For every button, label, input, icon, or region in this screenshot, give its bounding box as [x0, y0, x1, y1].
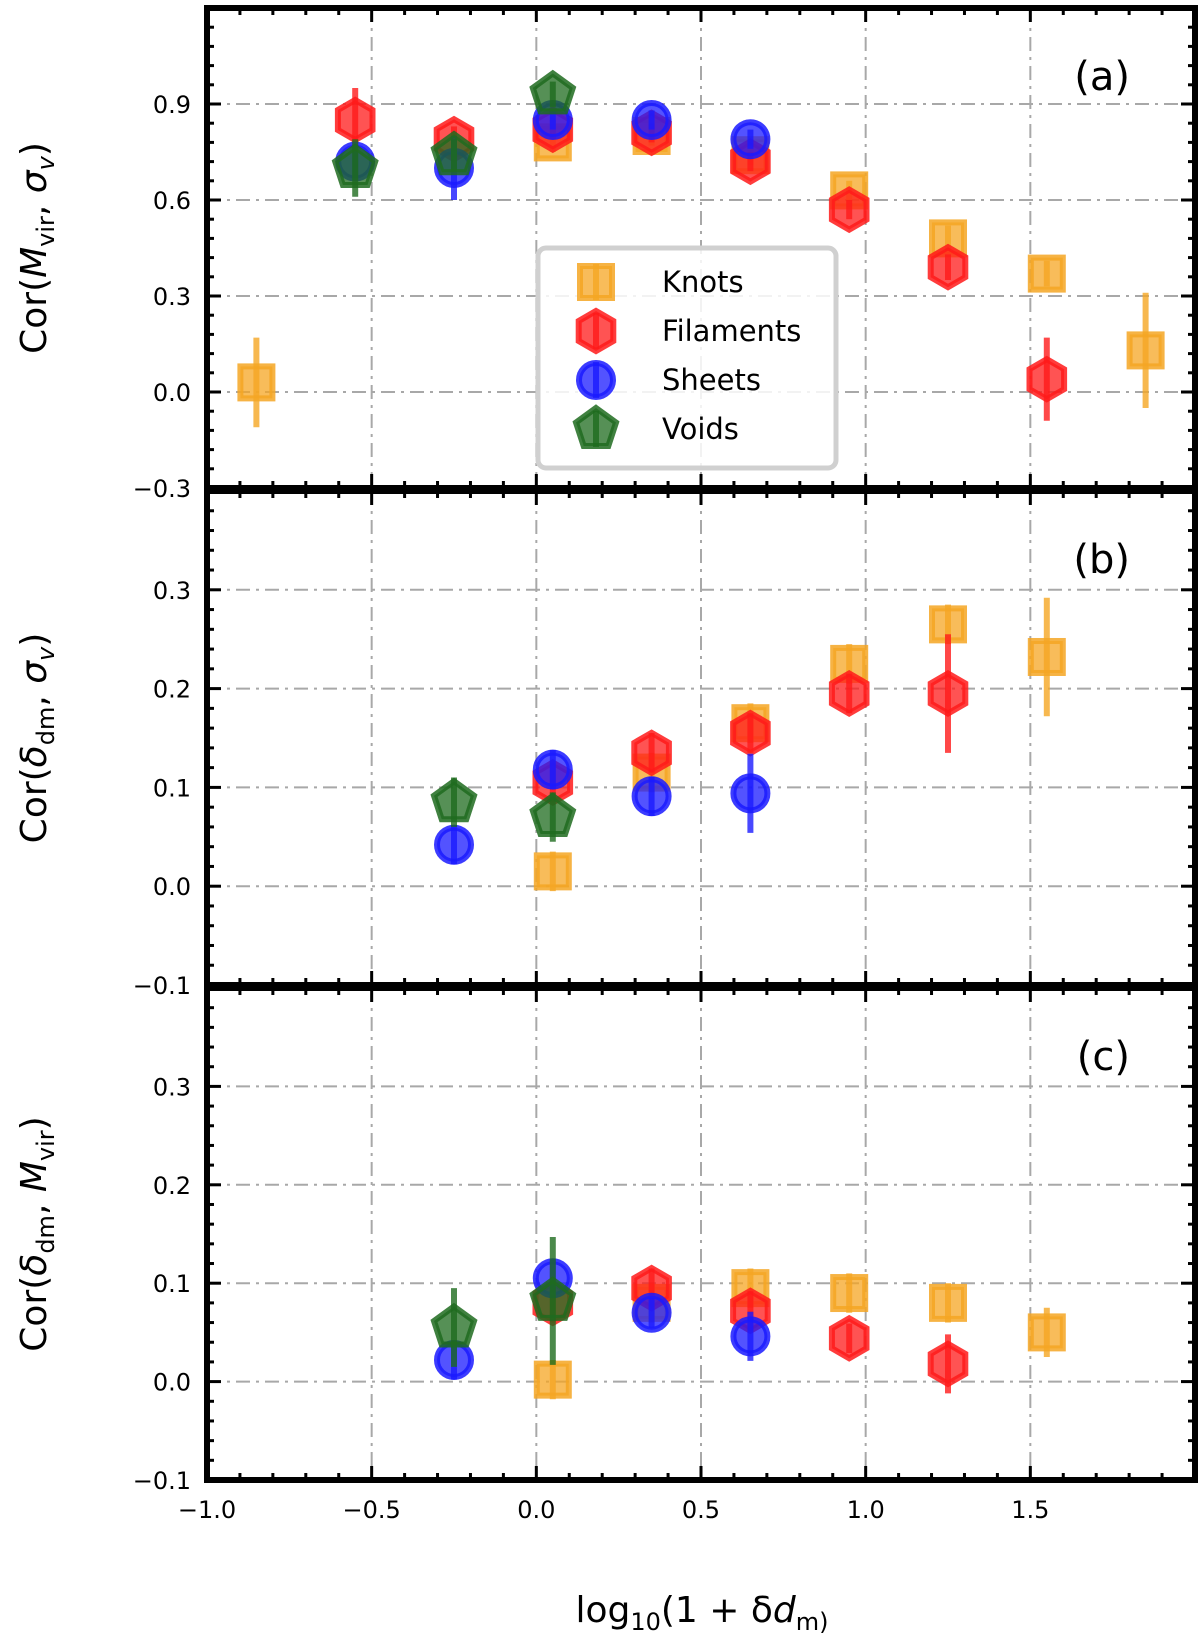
- legend-label: Sheets: [662, 363, 761, 397]
- data-point: [730, 119, 771, 160]
- panel-label-c: (c): [1077, 1034, 1130, 1080]
- legend-entry-sheets: Sheets: [576, 360, 761, 400]
- panel-a: −0.3 0.0 0.3 0.6 0.9 (a) Cor(Mvir, σv): [14, 5, 1198, 503]
- legend: Knots Filaments Sheets Voids: [535, 245, 839, 471]
- data-point: [331, 143, 379, 188]
- panel-label-b: (b): [1073, 537, 1130, 583]
- y-tick-label: 0.9: [153, 91, 191, 119]
- data-point: [1027, 254, 1066, 293]
- y-axis-label-b: Cor(δdm, σv): [14, 633, 60, 844]
- x-tick-label: −0.5: [343, 1496, 401, 1524]
- series-knots: [533, 1268, 1066, 1400]
- data-point: [730, 773, 771, 814]
- data-point: [631, 776, 672, 817]
- data-point: [828, 1314, 870, 1362]
- y-tick-label: 0.0: [153, 379, 191, 407]
- y-tick-label: −0.3: [133, 475, 191, 503]
- series-sheets: [434, 1258, 771, 1380]
- legend-label: Voids: [662, 412, 739, 446]
- x-axis-label: log10(1 + δdm): [575, 1590, 828, 1636]
- panel-label-a: (a): [1074, 54, 1130, 100]
- legend-label: Filaments: [662, 314, 801, 348]
- x-tick-label: 0.0: [517, 1496, 555, 1524]
- data-point: [631, 100, 672, 140]
- data-point: [529, 792, 577, 837]
- y-tick-label: 0.2: [153, 676, 191, 704]
- data-point: [334, 96, 376, 144]
- legend-entry-voids: Voids: [572, 404, 739, 449]
- data-point: [730, 709, 771, 757]
- data-point: [1027, 1313, 1066, 1352]
- y-tick-label: 0.2: [153, 1172, 191, 1200]
- y-tick-label: −0.1: [133, 1467, 191, 1495]
- data-point: [1027, 637, 1066, 676]
- y-tick-label: 0.0: [153, 1369, 191, 1397]
- data-point: [927, 670, 969, 717]
- data-point: [828, 670, 870, 717]
- x-tick-label: 0.5: [682, 1496, 720, 1524]
- panel-b: −0.1 0.0 0.1 0.2 0.3 (b) Cor(δdm, σv): [14, 488, 1198, 1000]
- data-point: [430, 1302, 478, 1348]
- y-axis-label-c: Cor(δdm, Mvir): [14, 1116, 60, 1351]
- y-tick-label: 0.1: [153, 774, 191, 802]
- series-voids: [430, 777, 577, 842]
- x-tick-label: −1.0: [178, 1496, 236, 1524]
- series-voids: [430, 1236, 577, 1367]
- series-sheets: [434, 749, 771, 865]
- data-point: [927, 243, 969, 291]
- panel-frame: [204, 985, 1198, 1483]
- data-point: [430, 130, 478, 176]
- series-knots: [533, 597, 1066, 892]
- y-tick-label: −0.1: [133, 972, 191, 1000]
- data-point: [532, 749, 573, 790]
- y-tick-label: 0.3: [153, 577, 191, 605]
- y-tick-label: 0.3: [153, 1073, 191, 1101]
- data-point: [730, 1316, 771, 1357]
- data-point: [830, 1274, 869, 1313]
- panel-c: −0.1 0.0 0.1 0.2 0.3 −1.0 −0.5 0.0 0.5 1.0 1.5 (c) C…: [14, 985, 1198, 1524]
- y-tick-label: 0.0: [153, 873, 191, 901]
- data-point: [434, 824, 474, 865]
- data-point: [533, 1360, 572, 1399]
- data-point: [631, 729, 672, 777]
- data-point: [529, 69, 577, 115]
- data-point: [430, 777, 478, 823]
- y-axis-label-a: Cor(Mvir, σv): [14, 142, 60, 354]
- data-point: [533, 852, 572, 891]
- data-point: [929, 1283, 967, 1322]
- x-tick-label: 1.5: [1011, 1496, 1049, 1524]
- legend-label: Knots: [662, 265, 744, 299]
- data-point: [1026, 355, 1068, 403]
- data-point: [237, 363, 276, 402]
- data-point: [631, 1292, 672, 1333]
- data-point: [828, 186, 870, 234]
- legend-box: [535, 245, 839, 471]
- panels-group: −0.3 0.0 0.3 0.6 0.9 (a) Cor(Mvir, σv) −0.1 0.0 0…: [14, 5, 1198, 1524]
- data-point: [529, 1276, 577, 1321]
- y-tick-label: 0.1: [153, 1270, 191, 1298]
- data-point: [1126, 331, 1165, 370]
- legend-entry-filaments: Filaments: [575, 307, 801, 355]
- legend-entry-knots: Knots: [577, 263, 744, 301]
- data-point: [927, 1340, 969, 1388]
- y-tick-label: 0.3: [153, 283, 191, 311]
- y-tick-label: 0.6: [153, 187, 191, 215]
- x-tick-label: 1.0: [847, 1496, 885, 1524]
- series-voids: [331, 69, 577, 197]
